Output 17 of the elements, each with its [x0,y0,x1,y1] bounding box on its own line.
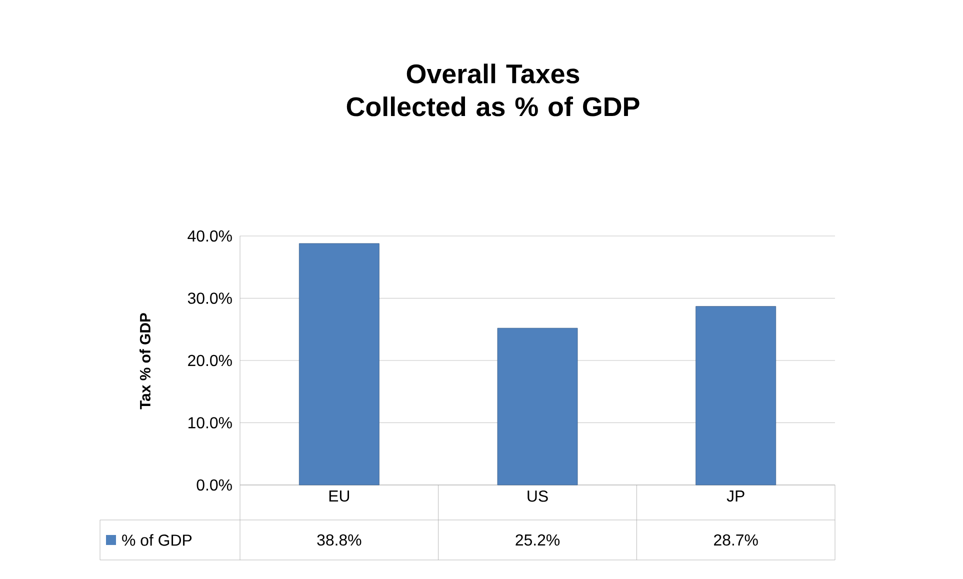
chart-title: Overall Taxes Collected as % of GDP [346,64,640,116]
bar [497,328,578,486]
data-label: 28.7% [714,534,758,546]
bar [696,306,776,486]
legend-label: % of GDP [122,534,192,546]
x-tick-label: US [528,490,548,502]
y-tick-label: 20.0% [188,354,232,366]
data-label: 38.8% [317,534,362,546]
y-tick-label: 40.0% [188,230,232,242]
x-tick-label: EU [329,490,350,502]
bar [298,243,380,486]
data-label: 25.2% [516,534,560,546]
y-tick-label: 0.0% [196,479,232,491]
x-tick-label: JP [726,490,744,502]
y-tick-label: 10.0% [188,417,232,428]
y-axis-title: Tax % of GDP [140,313,150,410]
y-tick-label: 30.0% [188,292,232,304]
